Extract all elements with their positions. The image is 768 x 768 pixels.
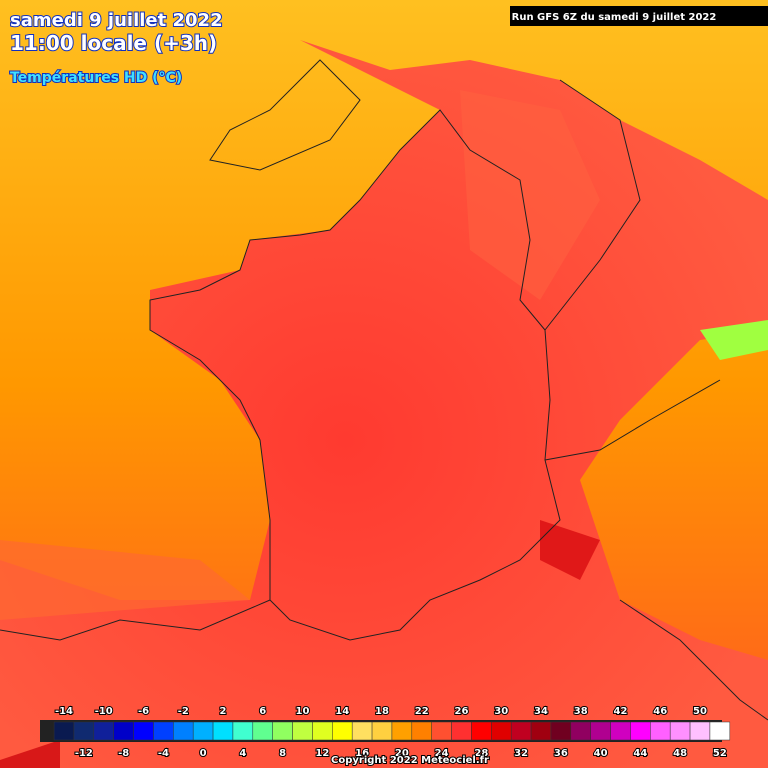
legend-label: 10 [296, 706, 310, 717]
legend-label: 16 [355, 748, 369, 759]
legend-label: 24 [435, 748, 449, 759]
legend-label: -2 [178, 706, 189, 717]
legend-label: 8 [279, 748, 286, 759]
legend-swatch [510, 721, 532, 741]
legend-swatch [451, 721, 472, 741]
legend-swatch [431, 721, 452, 741]
borders [0, 59, 768, 721]
legend-swatch [630, 721, 651, 741]
legend-swatch [351, 721, 373, 741]
legend-swatch [73, 721, 95, 741]
legend-swatch [411, 721, 432, 741]
run-box [510, 6, 768, 26]
color-legend: -14-12-10-8-6-4-202468101214161820222426… [40, 705, 731, 760]
legend-label: 52 [713, 748, 727, 759]
legend-label: 6 [259, 706, 266, 717]
legend-label: 18 [375, 706, 389, 717]
legend-label: 30 [494, 706, 508, 717]
legend-label: 20 [395, 748, 409, 759]
legend-label: 4 [239, 748, 246, 759]
legend-label: -6 [138, 706, 149, 717]
legend-label: -14 [55, 706, 73, 717]
legend-swatch [709, 721, 731, 741]
legend-swatch [669, 721, 691, 741]
map-time: 11:00 locale (+3h) [10, 31, 217, 55]
copyright: Copyright 2022 Meteociel.fr [331, 755, 489, 766]
legend-swatch [391, 721, 413, 741]
legend-label: 32 [514, 748, 528, 759]
legend-label: 40 [594, 748, 608, 759]
legend-swatch [689, 721, 711, 741]
legend-swatch [550, 721, 572, 741]
legend-swatch [471, 721, 492, 741]
legend-swatch [212, 721, 234, 741]
legend-label: 14 [335, 706, 349, 717]
legend-label: 28 [474, 748, 488, 759]
legend-swatch [332, 721, 353, 741]
legend-label: 22 [415, 706, 429, 717]
legend-swatch [570, 721, 591, 741]
legend-label: -4 [158, 748, 169, 759]
legend-swatch [590, 721, 611, 741]
legend-label: 48 [673, 748, 687, 759]
legend-swatch [173, 721, 194, 741]
legend-label: 2 [220, 706, 227, 717]
legend-label: 26 [455, 706, 469, 717]
legend-label: -10 [95, 706, 113, 717]
legend-swatch [113, 721, 134, 741]
legend-label: 50 [693, 706, 707, 717]
legend-label: 44 [633, 748, 647, 759]
legend-swatch [650, 721, 671, 741]
layer-name: Températures HD (°C) [10, 70, 182, 86]
legend-label: 46 [653, 706, 667, 717]
legend-swatch [530, 721, 552, 741]
legend-swatch [371, 721, 393, 741]
legend-swatch [610, 721, 631, 741]
map-date: samedi 9 juillet 2022 [10, 10, 223, 31]
legend-swatch [133, 721, 154, 741]
legend-label: -8 [118, 748, 129, 759]
legend-swatch [192, 721, 214, 741]
legend-label: -12 [75, 748, 93, 759]
legend-label: 0 [200, 748, 207, 759]
run-info: Run GFS 6Z du samedi 9 juillet 2022 [512, 12, 717, 23]
legend-swatch [491, 721, 512, 741]
legend-label: 36 [554, 748, 568, 759]
legend-swatch [53, 721, 75, 741]
legend-swatch [292, 721, 313, 741]
legend-label: 42 [614, 706, 628, 717]
legend-label: 34 [534, 706, 548, 717]
legend-swatch [232, 721, 254, 741]
legend-label: 38 [574, 706, 588, 717]
legend-swatch [93, 721, 114, 741]
legend-swatch [272, 721, 293, 741]
legend-label: 12 [315, 748, 329, 759]
legend-swatch [153, 721, 174, 741]
legend-swatch [252, 721, 273, 741]
legend-swatch [312, 721, 333, 741]
